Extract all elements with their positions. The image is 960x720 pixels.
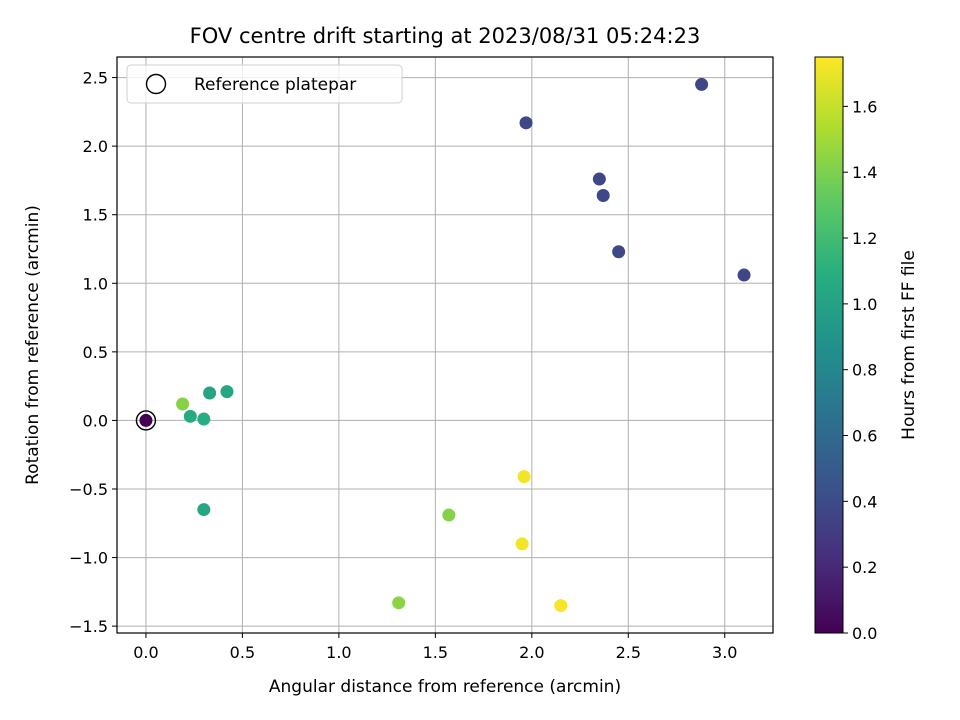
data-points (139, 77, 751, 613)
x-tick-label: 3.0 (712, 643, 737, 662)
data-point (442, 508, 456, 522)
y-axis-ticks: −1.5 −1.0 −0.5 0.0 0.5 1.0 1.5 2.0 2.5 (69, 69, 117, 636)
data-point (220, 385, 234, 399)
data-point (197, 503, 211, 517)
y-axis-label: Rotation from reference (arcmin) (23, 205, 43, 485)
data-point (176, 397, 190, 411)
colorbar-ticks: 0.0 0.2 0.4 0.6 0.8 1.0 1.2 1.4 1.6 (843, 97, 877, 643)
y-tick-label: 1.5 (83, 206, 108, 225)
colorbar: 0.0 0.2 0.4 0.6 0.8 1.0 1.2 1.4 1.6 Hours from f… (814, 56, 919, 643)
grid (117, 57, 773, 633)
x-axis-ticks: 0.0 0.5 1.0 1.5 2.0 2.5 3.0 (133, 633, 737, 662)
legend: Reference platepar (126, 64, 403, 104)
colorbar-tick-label: 0.0 (852, 624, 877, 643)
y-tick-label: 2.0 (83, 137, 108, 156)
colorbar-tick-label: 0.8 (852, 361, 877, 380)
data-point (554, 599, 568, 613)
x-axis-label: Angular distance from reference (arcmin) (269, 677, 621, 697)
x-tick-label: 1.5 (423, 643, 448, 662)
data-point (139, 413, 153, 427)
y-tick-label: −1.0 (69, 549, 108, 568)
data-point (515, 537, 529, 551)
colorbar-tick-label: 0.6 (852, 427, 877, 446)
colorbar-tick-label: 1.6 (852, 97, 877, 116)
colorbar-tick-label: 1.4 (852, 163, 877, 182)
reference-platepar-marker (135, 410, 157, 431)
colorbar-label: Hours from first FF file (899, 250, 919, 440)
y-tick-label: −0.5 (69, 480, 108, 499)
y-tick-label: 0.5 (83, 343, 108, 362)
legend-entry-reference-platepar: Reference platepar (194, 75, 356, 95)
data-point (203, 386, 217, 400)
data-point (612, 245, 626, 259)
data-point (197, 412, 211, 426)
x-tick-label: 0.5 (230, 643, 255, 662)
colorbar-tick-label: 0.4 (852, 492, 877, 511)
data-point (596, 189, 610, 203)
colorbar-tick-label: 1.2 (852, 229, 877, 248)
data-point (737, 268, 751, 282)
y-tick-label: −1.5 (69, 617, 108, 636)
x-tick-label: 0.0 (133, 643, 158, 662)
colorbar-gradient (814, 56, 844, 634)
plot-frame (116, 56, 774, 634)
data-point (517, 470, 531, 484)
data-point (519, 116, 533, 130)
reference-marker-layer (135, 410, 157, 431)
y-tick-label: 2.5 (83, 69, 108, 88)
x-tick-label: 2.5 (616, 643, 641, 662)
y-tick-label: 1.0 (83, 274, 108, 293)
data-point (183, 409, 197, 423)
colorbar-tick-label: 1.0 (852, 295, 877, 314)
legend-box (126, 64, 403, 104)
colorbar-tick-label: 0.2 (852, 558, 877, 577)
data-point (695, 77, 709, 91)
legend-reference-marker (145, 73, 167, 95)
data-point (592, 172, 606, 186)
x-tick-label: 1.0 (326, 643, 351, 662)
chart-title: FOV centre drift starting at 2023/08/31 … (190, 24, 701, 48)
x-tick-label: 2.0 (519, 643, 544, 662)
data-point (392, 596, 406, 610)
y-tick-label: 0.0 (83, 411, 108, 430)
